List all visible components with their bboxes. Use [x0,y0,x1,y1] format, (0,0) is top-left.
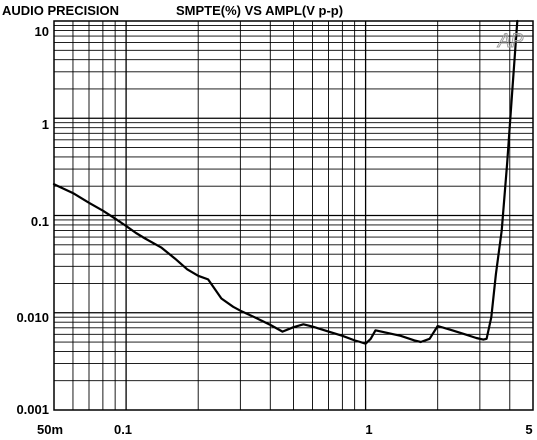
x-tick-label: 5 [525,422,533,437]
plot-frame [53,20,534,411]
y-tick-label: 0.010 [16,310,49,325]
y-tick-label: 1 [41,117,49,132]
y-tick-label: 0.001 [16,402,49,417]
x-tick-label: 1 [365,422,373,437]
y-tick-label: 10 [34,24,49,39]
y-tick-label: 0.1 [30,214,49,229]
ap-watermark: AP [497,31,524,52]
chart-title: SMPTE(%) VS AMPL(V p-p) [176,3,344,18]
x-tick-label: 0.1 [113,422,133,437]
x-tick-label: 50m [36,422,64,437]
series-line [52,19,519,345]
brand-label: AUDIO PRECISION [2,3,120,18]
chart-grid [54,21,533,410]
